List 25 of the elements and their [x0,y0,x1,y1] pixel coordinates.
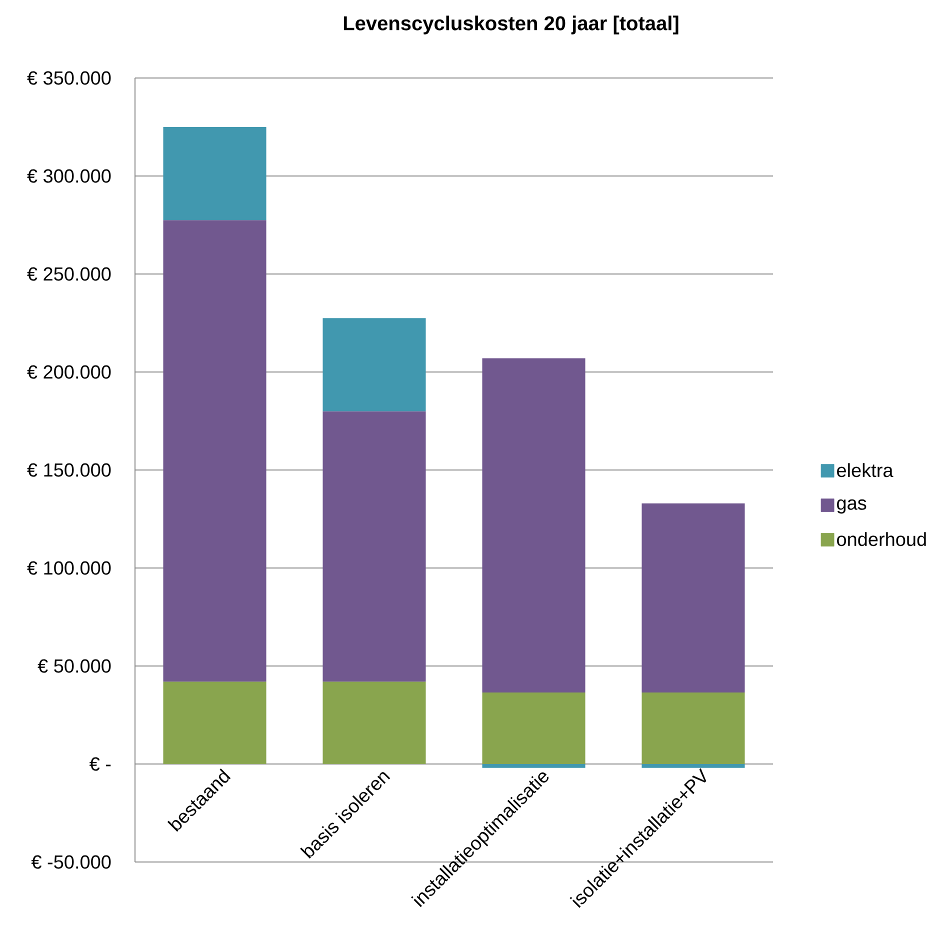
y-tick-label: € 250.000 [27,267,111,281]
bar [642,692,745,764]
y-tick-label: € -50.000 [31,855,111,869]
legend-label: gas [837,499,866,514]
y-tick-label: € 100.000 [27,561,111,575]
bar [322,318,426,412]
bar [163,220,266,682]
y-tick-label: € 350.000 [27,71,111,85]
bar [163,682,266,764]
y-tick-label: € - [89,757,111,771]
legend-label: onderhoud [837,532,926,546]
bar [322,682,426,764]
bar [642,503,745,692]
chart-title: Levenscycluskosten 20 jaar [totaal] [344,16,678,34]
legend-label: elektra [837,463,894,478]
bar [163,126,266,220]
y-tick-label: € 200.000 [27,365,111,379]
bar [482,692,586,764]
bar [322,411,426,682]
y-tick-label: € 150.000 [27,463,111,477]
y-tick-label: € 50.000 [38,659,111,673]
bar [642,764,745,768]
bar [482,764,586,768]
y-tick-label: € 300.000 [27,169,111,183]
bar [482,358,586,692]
